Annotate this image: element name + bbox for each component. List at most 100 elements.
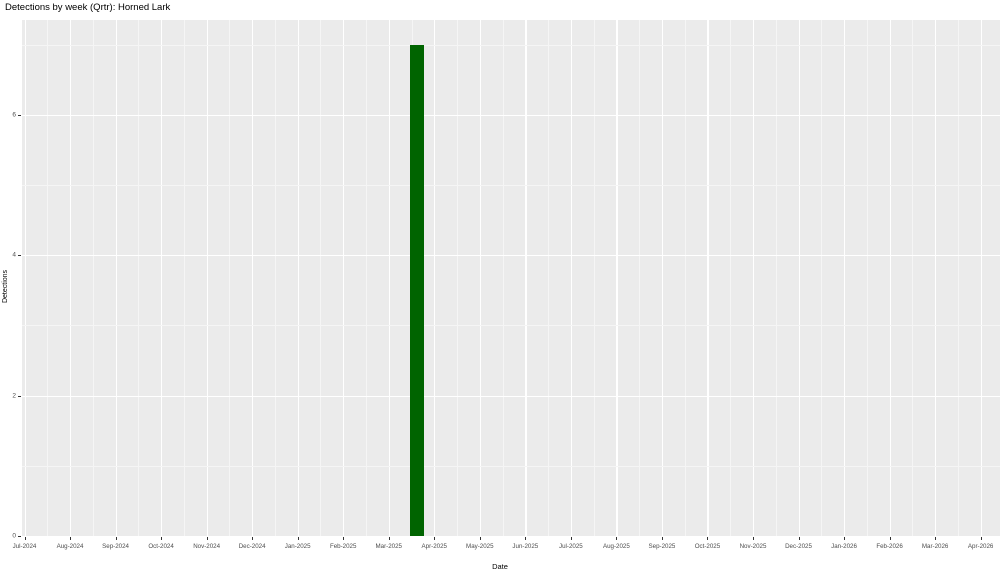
x-tick-mark — [161, 537, 163, 540]
gridline-horizontal-minor — [22, 325, 1000, 327]
gridline-vertical-minor — [684, 20, 686, 536]
gridline-vertical-major — [752, 20, 755, 536]
gridline-vertical-minor — [320, 20, 322, 536]
gridline-horizontal-major — [22, 395, 1000, 397]
x-tick-label: Feb-2026 — [876, 543, 903, 550]
y-axis-title: Detections — [0, 0, 12, 573]
x-tick-mark — [206, 537, 208, 540]
bar — [409, 44, 424, 536]
gridline-vertical-minor — [229, 20, 231, 536]
x-tick-label: May-2025 — [466, 543, 494, 550]
gridline-vertical-major — [570, 20, 573, 536]
x-tick-mark — [479, 537, 481, 540]
gridline-vertical-major — [479, 20, 481, 536]
x-tick-label: Aug-2025 — [602, 543, 630, 550]
gridline-vertical-major — [343, 20, 345, 536]
gridline-vertical-major — [434, 20, 436, 536]
x-tick-label: Aug-2024 — [56, 543, 84, 550]
x-tick-label: Jun-2025 — [512, 543, 539, 550]
y-tick-mark — [18, 114, 21, 116]
x-tick-label: Apr-2025 — [421, 543, 447, 550]
gridline-vertical-minor — [502, 20, 504, 536]
x-tick-mark — [707, 537, 709, 540]
y-axis-title-label: Detections — [2, 269, 10, 304]
gridline-vertical-minor — [548, 20, 550, 536]
gridline-vertical-minor — [457, 20, 459, 536]
x-tick-label: Dec-2024 — [238, 543, 266, 550]
x-tick-label: Mar-2026 — [921, 543, 949, 550]
gridline-vertical-major — [798, 20, 800, 536]
gridline-vertical-minor — [775, 20, 777, 536]
x-tick-label: Nov-2025 — [739, 543, 767, 550]
gridline-vertical-major — [525, 20, 527, 536]
x-tick-mark — [616, 537, 618, 540]
gridline-vertical-minor — [274, 20, 276, 536]
gridline-vertical-minor — [957, 20, 959, 536]
x-tick-mark — [343, 537, 345, 540]
gridline-vertical-major — [70, 20, 72, 536]
gridline-vertical-major — [707, 20, 709, 536]
gridline-vertical-minor — [92, 20, 94, 536]
gridline-vertical-major — [24, 20, 26, 536]
gridline-vertical-minor — [593, 20, 595, 536]
gridline-vertical-major — [388, 20, 390, 536]
gridline-vertical-major — [115, 20, 117, 536]
gridline-vertical-major — [252, 20, 254, 536]
gridline-vertical-major — [616, 20, 618, 536]
x-tick-mark — [798, 537, 800, 540]
gridline-vertical-minor — [365, 20, 367, 536]
x-tick-label: Feb-2025 — [329, 543, 357, 550]
y-tick-mark — [18, 255, 21, 257]
x-tick-mark — [980, 537, 982, 540]
x-tick-mark — [570, 537, 572, 540]
y-tick-label: 4 — [12, 251, 16, 259]
gridline-vertical-major — [844, 20, 846, 536]
x-axis-title: Date — [492, 562, 508, 571]
gridline-vertical-major — [661, 20, 664, 536]
x-tick-mark — [752, 537, 754, 540]
x-tick-label: Sep-2025 — [648, 543, 676, 550]
x-tick-label: Sep-2024 — [102, 543, 129, 550]
x-tick-label: Nov-2024 — [193, 543, 221, 550]
x-tick-mark — [844, 537, 846, 540]
gridline-vertical-major — [297, 20, 299, 536]
x-tick-label: Mar-2025 — [375, 543, 402, 550]
gridline-vertical-major — [980, 20, 982, 536]
gridline-vertical-minor — [47, 20, 49, 536]
gridline-vertical-major — [889, 20, 891, 536]
gridline-vertical-minor — [639, 20, 641, 536]
gridline-vertical-minor — [730, 20, 732, 536]
gridline-vertical-minor — [821, 20, 823, 536]
gridline-horizontal-major — [22, 255, 1000, 257]
x-tick-label: Oct-2025 — [694, 543, 721, 550]
x-tick-mark — [525, 537, 527, 540]
x-tick-mark — [70, 537, 72, 540]
gridline-horizontal-major — [22, 114, 1000, 116]
x-tick-label: Oct-2024 — [148, 543, 174, 550]
x-tick-label: Jul-2025 — [558, 543, 583, 550]
gridline-vertical-minor — [866, 20, 868, 536]
gridline-vertical-major — [935, 20, 937, 536]
y-tick-label: 0 — [12, 532, 16, 540]
x-tick-label: Jan-2025 — [284, 543, 311, 550]
x-tick-label: Dec-2025 — [785, 543, 812, 550]
y-tick-label: 6 — [12, 111, 16, 119]
page-title: Detections by week (Qrtr): Horned Lark — [5, 2, 171, 13]
x-tick-label: Jul-2024 — [12, 543, 37, 550]
x-tick-label: Apr-2026 — [967, 543, 994, 550]
plot-panel — [22, 20, 1000, 536]
x-tick-mark — [661, 537, 663, 540]
y-tick-mark — [18, 536, 21, 537]
gridline-vertical-major — [206, 20, 208, 536]
gridline-vertical-major — [161, 20, 163, 536]
x-tick-mark — [889, 537, 891, 540]
x-tick-mark — [115, 537, 117, 540]
y-tick-label: 2 — [12, 392, 16, 400]
gridline-horizontal-minor — [22, 465, 1000, 467]
gridline-vertical-minor — [912, 20, 914, 536]
x-tick-mark — [388, 537, 390, 540]
x-tick-mark — [297, 537, 299, 540]
gridline-horizontal-minor — [22, 44, 1000, 46]
x-tick-mark — [252, 537, 254, 540]
